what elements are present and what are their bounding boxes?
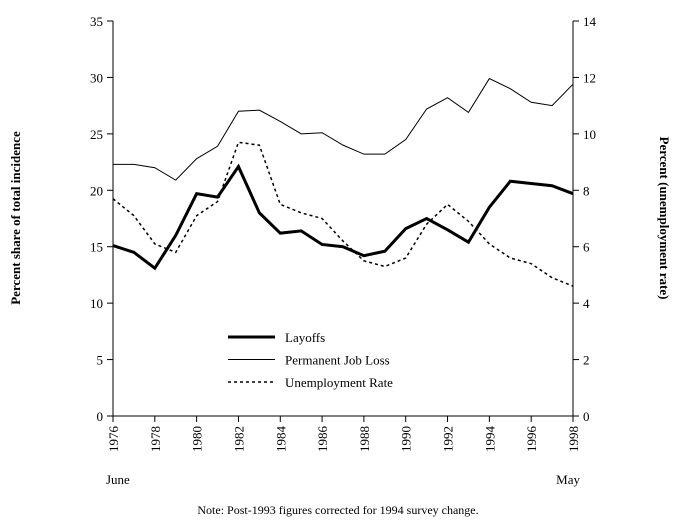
x-tick-label: 1988 [357,426,372,452]
legend-label: Unemployment Rate [285,375,393,390]
x-tick-label: 1980 [190,426,205,452]
x-tick-label: 1978 [148,426,163,452]
y2-axis-label: Percent (unemployment rate) [657,137,672,300]
x-tick-label: 1982 [231,426,246,452]
x-tick-label: 1990 [399,426,414,452]
y2-tick-label: 12 [583,70,596,85]
legend-label: Layoffs [285,330,325,345]
y2-tick-label: 2 [583,353,590,368]
y-tick-label: 35 [90,14,103,29]
y-tick-label: 0 [97,409,104,424]
y-axis-label: Percent share of total incidence [8,131,23,305]
series-line [113,77,574,181]
x-tick-label: 1996 [524,426,539,453]
y2-tick-label: 6 [583,240,590,255]
x-tick-label: 1984 [273,426,288,453]
x-tick-label: 1998 [566,426,581,452]
y-tick-label: 25 [90,127,103,142]
x-tick-label: 1976 [106,426,121,453]
y2-tick-label: 10 [583,127,596,142]
y2-tick-label: 4 [583,296,590,311]
start-annotation: June [106,472,130,487]
legend-label: Permanent Job Loss [285,353,390,368]
y2-tick-label: 8 [583,183,590,198]
y-tick-label: 5 [97,353,104,368]
end-annotation: May [556,472,580,487]
y2-tick-label: 0 [583,409,590,424]
x-tick-label: 1994 [482,426,497,453]
series-line [112,141,574,287]
y-tick-label: 10 [90,296,103,311]
y-tick-label: 15 [90,240,103,255]
x-tick-label: 1992 [441,426,456,452]
y-tick-label: 20 [90,183,103,198]
x-tick-label: 1986 [315,426,330,453]
y2-tick-label: 14 [583,14,597,29]
note: Note: Post-1993 figures corrected for 19… [197,503,478,517]
y-tick-label: 30 [90,70,103,85]
series-line [112,163,574,271]
